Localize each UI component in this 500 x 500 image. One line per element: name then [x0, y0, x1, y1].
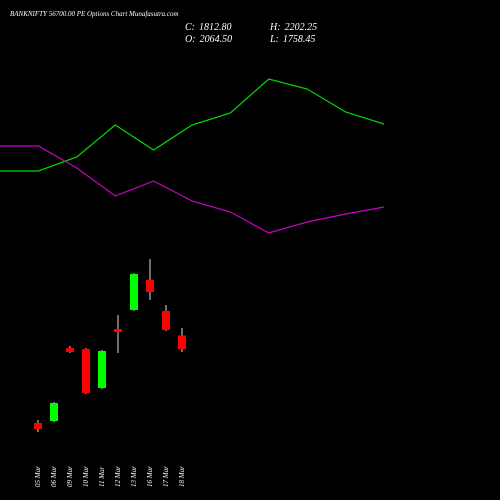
- summary-value: 2202.25: [285, 22, 318, 33]
- x-tick-label: 05 Mar: [34, 466, 42, 487]
- candle-body: [34, 423, 42, 429]
- summary-label: H:: [269, 22, 281, 33]
- x-tick-label: 16 Mar: [146, 466, 154, 487]
- candle-body: [162, 310, 170, 330]
- summary-item: C: 1812.80: [185, 22, 232, 33]
- candle-body: [178, 335, 186, 350]
- summary-item: H: 2202.25: [269, 22, 317, 33]
- summary-item: L: 1758.45: [269, 34, 315, 45]
- x-tick-label: 13 Mar: [130, 466, 138, 487]
- chart-title: BANKNIFTY 56700.00 PE Options Chart Muna…: [10, 10, 179, 18]
- candle-body: [50, 403, 58, 422]
- x-tick-label: 17 Mar: [162, 466, 170, 487]
- x-tick-label: 11 Mar: [98, 466, 106, 487]
- x-tick-label: 09 Mar: [66, 466, 74, 487]
- summary-value: 1812.80: [199, 22, 232, 33]
- candle-body: [82, 349, 90, 393]
- summary-value: 2064.50: [200, 34, 233, 45]
- summary-label: C:: [185, 22, 195, 33]
- candle-body: [130, 274, 138, 310]
- candle-body: [98, 350, 106, 388]
- indicator-line: [0, 145, 385, 234]
- x-tick-label: 12 Mar: [114, 466, 122, 487]
- summary-item: O: 2064.50: [185, 34, 232, 45]
- summary-label: L:: [269, 34, 279, 45]
- candle-body: [66, 348, 74, 352]
- x-tick-label: 18 Mar: [178, 466, 186, 487]
- x-tick-label: 06 Mar: [50, 466, 58, 487]
- candle-body: [146, 280, 154, 292]
- summary-value: 1758.45: [283, 34, 316, 45]
- x-tick-label: 10 Mar: [82, 466, 90, 487]
- summary-label: O:: [185, 34, 196, 45]
- candle-body: [114, 328, 122, 332]
- indicator-line: [0, 78, 385, 172]
